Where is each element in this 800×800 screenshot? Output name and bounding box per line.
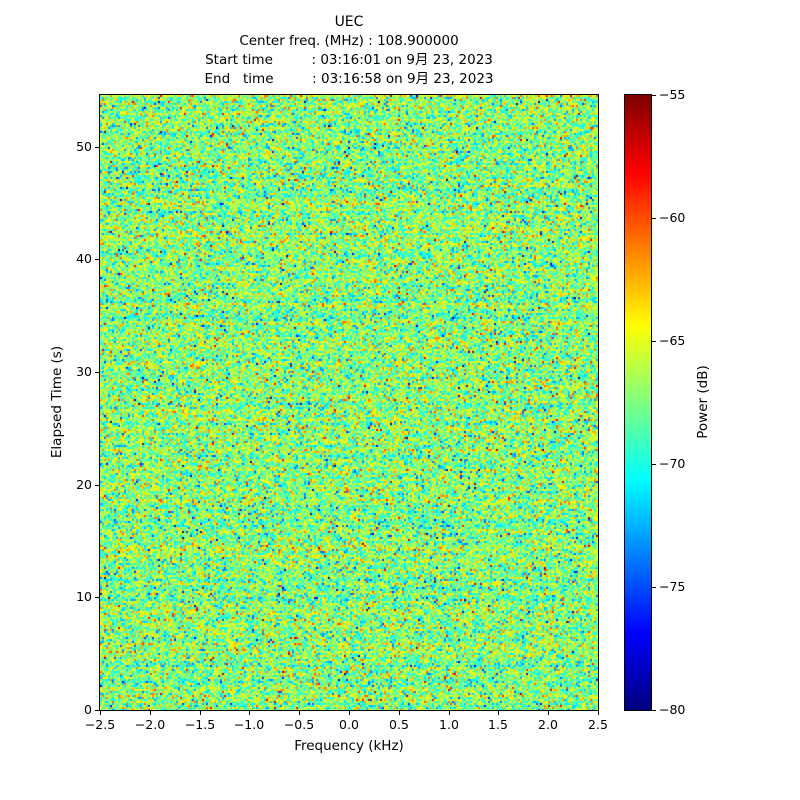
title-block: UEC Center freq. (MHz) : 108.900000 Start… <box>100 13 598 89</box>
subtitle-line: End time : 03:16:58 on 9月 23, 2023 <box>204 71 494 87</box>
y-tick-mark <box>95 597 99 598</box>
colorbar-tick-mark <box>652 464 656 465</box>
x-tick-mark <box>399 711 400 715</box>
y-tick-label: 10 <box>76 589 92 604</box>
x-tick-label: 1.5 <box>488 717 508 732</box>
subtitle-lines: Center freq. (MHz) : 108.900000 Start tim… <box>100 32 598 89</box>
y-tick-mark <box>95 372 99 373</box>
colorbar-label: Power (dB) <box>695 365 711 439</box>
colorbar-tick-label: −60 <box>659 210 686 225</box>
x-tick-mark <box>249 711 250 715</box>
x-tick-label: −2.5 <box>84 717 116 732</box>
x-tick-mark <box>299 711 300 715</box>
colorbar-tick-mark <box>652 95 656 96</box>
colorbar-tick-label: −75 <box>659 579 686 594</box>
x-tick-label: 0.5 <box>389 717 409 732</box>
x-tick-label: 2.5 <box>588 717 608 732</box>
colorbar-canvas <box>625 95 651 710</box>
x-axis-label: Frequency (kHz) <box>294 738 404 754</box>
x-tick-mark <box>100 711 101 715</box>
colorbar-tick-mark <box>652 587 656 588</box>
y-tick-label: 50 <box>76 139 92 154</box>
x-tick-mark <box>498 711 499 715</box>
y-tick-label: 30 <box>76 364 92 379</box>
x-tick-mark <box>200 711 201 715</box>
x-tick-label: 2.0 <box>538 717 558 732</box>
y-axis-label: Elapsed Time (s) <box>49 345 65 459</box>
subtitle-line: Center freq. (MHz) : 108.900000 <box>239 33 459 49</box>
x-tick-label: 0.0 <box>339 717 359 732</box>
x-tick-mark <box>548 711 549 715</box>
colorbar-tick-label: −55 <box>659 87 686 102</box>
x-tick-label: −1.0 <box>233 717 265 732</box>
x-tick-label: 1.0 <box>439 717 459 732</box>
x-tick-label: −2.0 <box>134 717 166 732</box>
x-tick-mark <box>349 711 350 715</box>
y-tick-mark <box>95 710 99 711</box>
x-tick-label: −0.5 <box>283 717 315 732</box>
y-tick-mark <box>95 259 99 260</box>
y-tick-mark <box>95 485 99 486</box>
y-tick-label: 0 <box>84 702 92 717</box>
colorbar-tick-mark <box>652 218 656 219</box>
colorbar-tick-mark <box>652 710 656 711</box>
x-tick-mark <box>598 711 599 715</box>
y-tick-mark <box>95 147 99 148</box>
colorbar-tick-label: −70 <box>659 456 686 471</box>
colorbar-tick-mark <box>652 341 656 342</box>
plot-title: UEC <box>334 14 364 30</box>
colorbar-tick-label: −80 <box>659 702 686 717</box>
subtitle-line: Start time : 03:16:01 on 9月 23, 2023 <box>205 52 493 68</box>
x-tick-mark <box>449 711 450 715</box>
colorbar-tick-label: −65 <box>659 333 686 348</box>
x-tick-label: −1.5 <box>184 717 216 732</box>
y-tick-label: 20 <box>76 477 92 492</box>
heatmap-canvas <box>100 95 598 710</box>
y-tick-label: 40 <box>76 251 92 266</box>
x-tick-mark <box>150 711 151 715</box>
